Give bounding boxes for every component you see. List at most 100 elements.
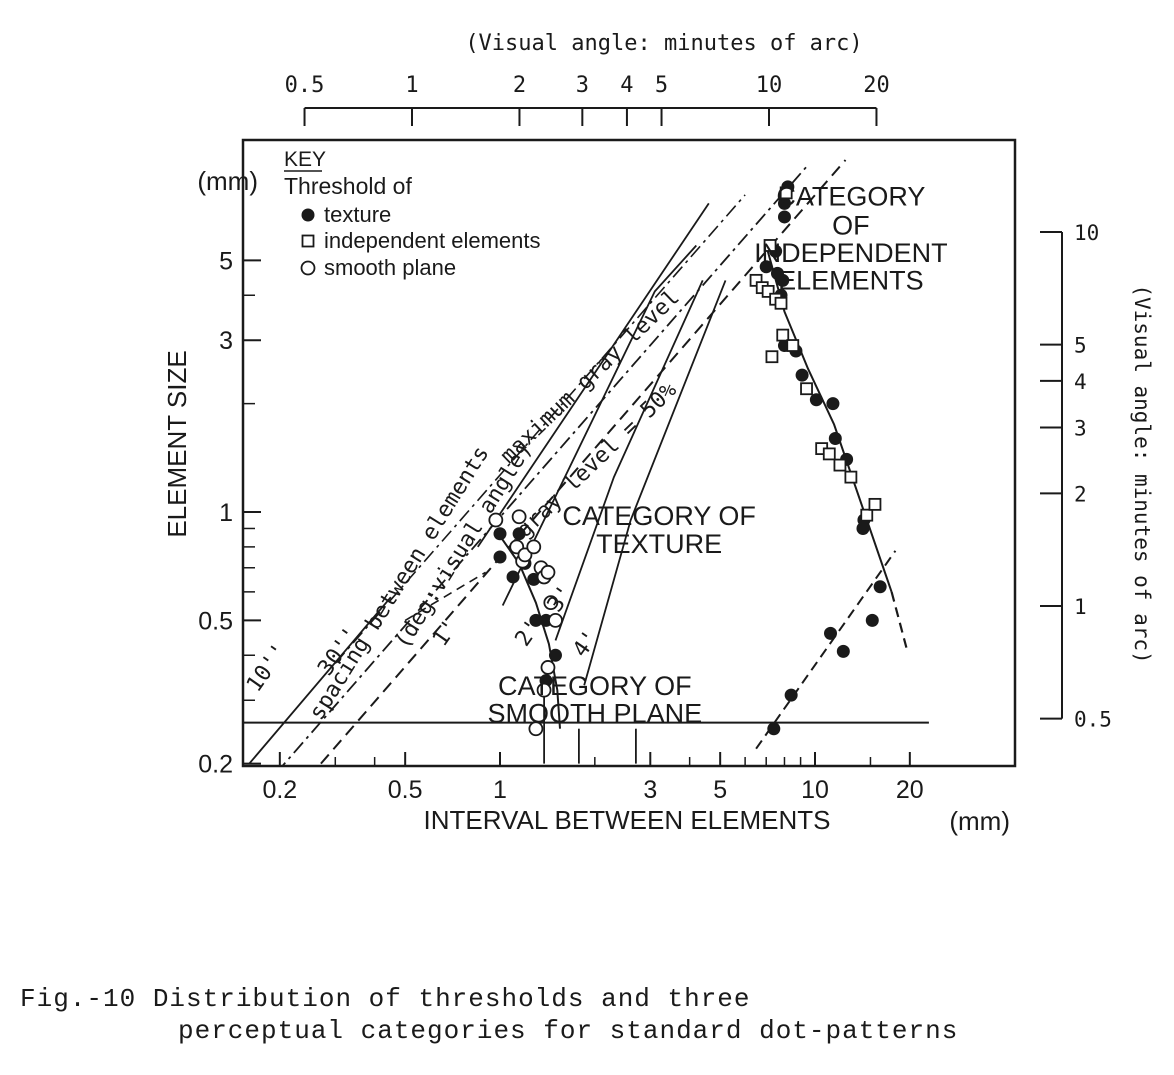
texture-point	[506, 570, 520, 584]
top-axis-label: (Visual angle: minutes of arc)	[465, 31, 862, 56]
x-axis-label: INTERVAL BETWEEN ELEMENTS	[424, 805, 831, 835]
texture-point	[759, 260, 773, 274]
right-axis-tick-label: 1	[1074, 595, 1087, 619]
threshold-distribution-chart: (Visual angle: minutes of arc) (mm) (mm)…	[162, 31, 1154, 836]
spacing-30sec-line	[334, 194, 746, 664]
annotation-10: maximum gray level	[496, 285, 685, 469]
x-tick-label: 1	[493, 776, 507, 804]
smooth-plane-point	[528, 721, 544, 737]
x-tick-label: 0.2	[262, 776, 297, 804]
texture-point	[777, 210, 791, 224]
spacing-3min-curve	[554, 280, 704, 641]
gray-level-50-line	[320, 159, 847, 765]
lower-independent-line	[755, 550, 897, 750]
independent-threshold-tail	[890, 591, 908, 648]
x-unit-label: (mm)	[949, 806, 1010, 836]
right-axis-tick-label: 4	[1074, 370, 1087, 394]
y-tick-label: 5	[219, 247, 233, 275]
smooth-plane-point	[548, 612, 563, 628]
annotation-0: CATEGORY OF	[498, 671, 692, 701]
right-axis-tick-label: 10	[1074, 221, 1099, 245]
spacing-30sec-short	[404, 571, 487, 622]
data-points-layer	[300, 180, 887, 737]
independent-elements-point	[776, 328, 790, 342]
spacing-2min-curve	[501, 244, 697, 606]
caption-line-2: perceptual categories for standard dot-p…	[178, 1016, 959, 1046]
texture-point	[776, 273, 790, 287]
y-axis-label: ELEMENT SIZE	[162, 350, 192, 537]
right-axis-tick-label: 0.5	[1074, 708, 1112, 732]
independent-elements-point	[833, 458, 847, 472]
legend-key-title: KEY	[284, 148, 326, 171]
top-axis-tick-label: 1	[405, 73, 418, 98]
independent-elements-point	[779, 186, 793, 200]
figure-caption: Fig.-10 Distribution of thresholds and t…	[20, 983, 1160, 1047]
plot-border	[241, 138, 1017, 768]
y-tick-label: 0.5	[198, 607, 233, 635]
smooth-plane-point	[536, 682, 552, 698]
texture-point	[865, 613, 879, 627]
x-tick-label: 0.5	[388, 776, 423, 804]
annotation-1: SMOOTH PLANE	[488, 699, 703, 729]
annotation-12: 10''	[242, 639, 293, 697]
independent-elements-point	[860, 508, 874, 522]
legend-marker-smooth	[300, 260, 316, 276]
smooth-plane-point	[543, 595, 559, 611]
texture-point	[856, 521, 870, 535]
independent-elements-point	[761, 284, 775, 298]
right-axis-tick-label: 5	[1074, 334, 1087, 358]
independent-elements-point	[844, 470, 858, 484]
legend-threshold-label: Threshold of	[284, 173, 412, 199]
texture-point	[777, 196, 791, 210]
spacing-10sec-line	[248, 596, 392, 765]
independent-elements-point	[822, 447, 836, 461]
legend-entry-texture: texture	[324, 202, 391, 227]
x-tick-label: 20	[896, 776, 924, 804]
legend-marker-texture	[301, 208, 315, 222]
legend-entry-independent-elements: independent elements	[324, 228, 541, 253]
right-axis-tick-label: 2	[1074, 482, 1087, 506]
right-axis-tick-label: 3	[1074, 417, 1087, 441]
texture-point	[809, 393, 823, 407]
annotation-16: 3'	[543, 581, 579, 617]
chart-text-layer: (Visual angle: minutes of arc) (mm) (mm)…	[162, 31, 1154, 836]
y-tick-label: 0.2	[198, 751, 233, 779]
series-smooth-plane	[488, 509, 563, 737]
smooth-plane-point	[540, 660, 556, 675]
right-axis-label: (Visual angle: minutes of arc)	[1130, 284, 1154, 663]
independent-elements-point	[868, 497, 882, 511]
texture-point	[795, 368, 809, 382]
texture-point	[493, 527, 507, 541]
annotation-3: TEXTURE	[596, 529, 722, 559]
top-axis-tick-label: 3	[576, 73, 589, 98]
annotation-2: CATEGORY OF	[562, 501, 756, 531]
texture-point	[767, 722, 781, 736]
texture-point	[828, 432, 842, 446]
texture-point	[784, 688, 798, 702]
top-axis-tick-label: 20	[863, 73, 890, 98]
series-independent-elements	[749, 186, 882, 522]
annotation-4: CATEGORY	[776, 182, 925, 212]
texture-point	[873, 580, 887, 594]
legend-entry-smooth-plane: smooth plane	[324, 255, 456, 280]
texture-point	[824, 626, 838, 640]
independent-elements-point	[774, 296, 788, 310]
x-tick-label: 10	[801, 776, 829, 804]
annotation-6: INDEPENDENT	[754, 238, 948, 268]
x-tick-label: 3	[643, 776, 657, 804]
y-tick-label: 1	[219, 499, 233, 527]
top-axis-tick-label: 2	[513, 73, 526, 98]
independent-elements-point	[763, 239, 777, 252]
y-unit-label: (mm)	[197, 166, 258, 196]
independent-elements-point	[800, 382, 813, 396]
x-tick-label: 5	[713, 776, 727, 804]
top-axis-tick-label: 5	[655, 73, 668, 98]
texture-point	[512, 527, 526, 541]
caption-line-1: Fig.-10 Distribution of thresholds and t…	[20, 984, 751, 1014]
smooth-plane-point	[488, 512, 504, 528]
annotation-8: spacing between elements	[305, 442, 495, 725]
texture-point	[493, 550, 507, 564]
annotation-5: OF	[832, 210, 870, 240]
smooth-plane-point	[540, 564, 556, 580]
spacing-1min-curve	[477, 202, 710, 548]
